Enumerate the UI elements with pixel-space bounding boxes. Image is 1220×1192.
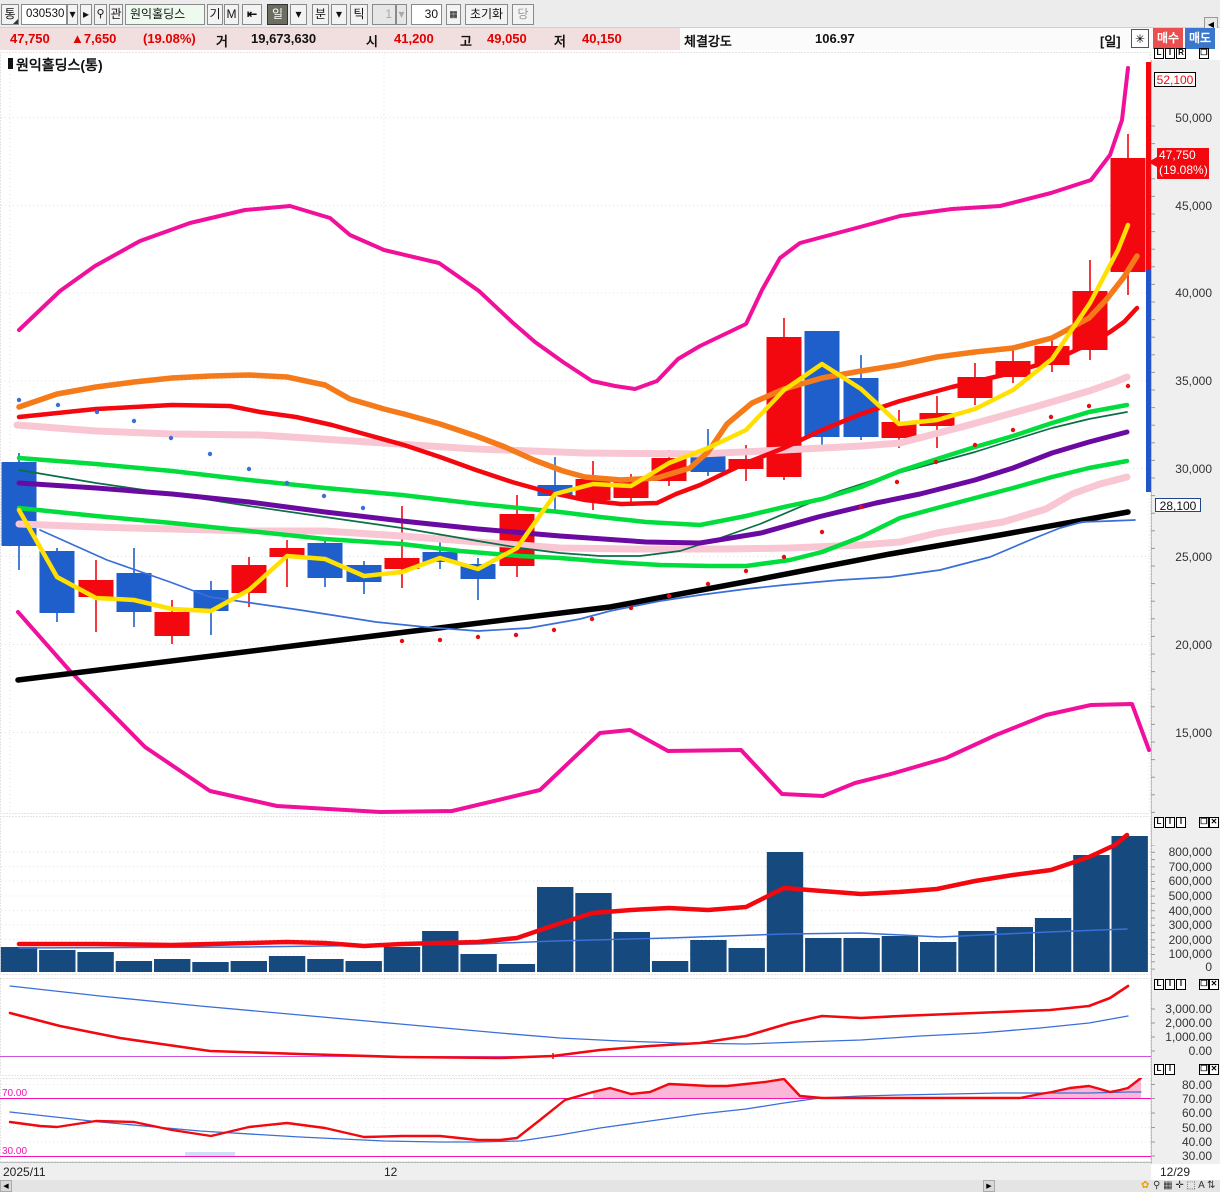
svg-text:30.00: 30.00 <box>2 1146 27 1157</box>
svg-text:70.00: 70.00 <box>2 1088 27 1099</box>
